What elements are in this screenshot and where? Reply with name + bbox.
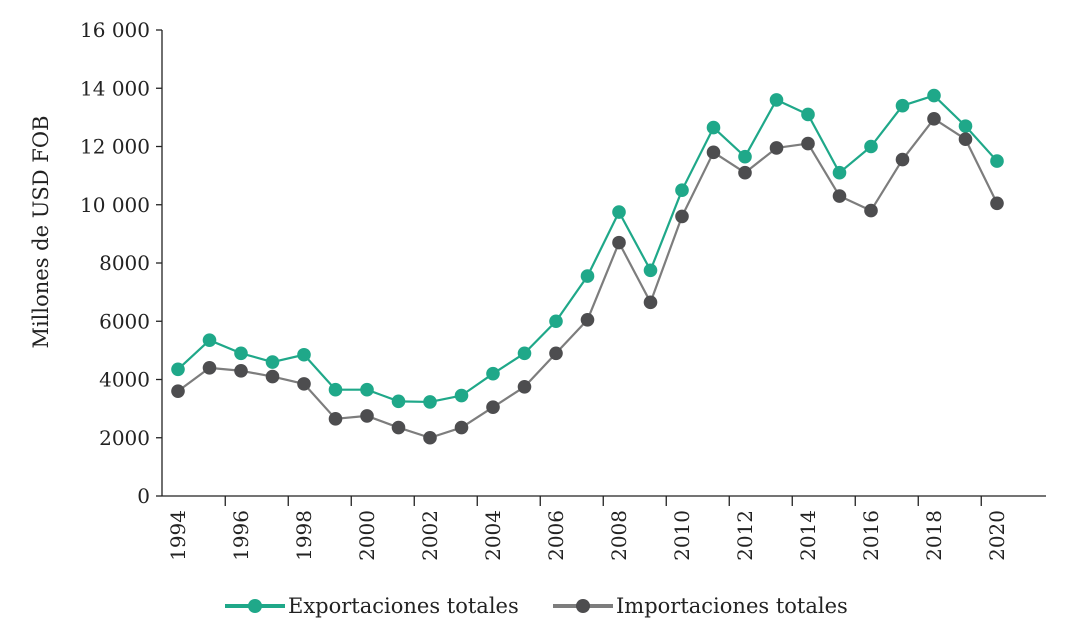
y-tick-label: 6000 — [99, 309, 150, 333]
x-tick-label: 2008 — [607, 510, 631, 561]
data-point-importaciones-totales — [769, 141, 784, 155]
x-tick-label: 2014 — [796, 510, 820, 561]
data-point-importaciones-totales — [454, 420, 469, 435]
data-point-exportaciones-totales — [738, 149, 752, 164]
y-tick-label: 0 — [137, 484, 150, 508]
data-point-exportaciones-totales — [297, 347, 311, 362]
data-point-exportaciones-totales — [832, 165, 847, 180]
data-point-exportaciones-totales — [486, 366, 500, 381]
data-point-importaciones-totales — [202, 361, 217, 375]
x-tick-label: 2018 — [922, 510, 946, 561]
y-tick-label: 10 000 — [80, 193, 150, 217]
data-point-importaciones-totales — [864, 203, 878, 218]
x-axis-ticks: 1994 1996 1998 2000 2002 2004 2006 2008 2010 2012… — [166, 496, 1009, 561]
legend-label: Exportaciones totales — [288, 594, 519, 618]
data-point-importaciones-totales — [706, 145, 721, 160]
data-point-importaciones-totales — [738, 165, 752, 180]
data-point-exportaciones-totales — [675, 183, 689, 197]
x-tick-label: 2010 — [670, 510, 694, 561]
data-point-exportaciones-totales — [927, 88, 941, 103]
data-point-importaciones-totales — [265, 369, 280, 384]
y-tick-label: 12 000 — [80, 135, 150, 159]
data-point-exportaciones-totales — [612, 205, 626, 219]
x-tick-label: 2002 — [418, 510, 442, 561]
data-point-importaciones-totales — [517, 379, 532, 394]
data-point-importaciones-totales — [612, 235, 626, 250]
data-point-importaciones-totales — [171, 384, 185, 398]
series-layer — [171, 88, 1004, 445]
data-point-importaciones-totales — [801, 136, 815, 151]
y-tick-label: 2000 — [99, 426, 150, 450]
x-tick-label: 2012 — [733, 510, 757, 561]
data-point-exportaciones-totales — [517, 346, 532, 361]
legend-label: Importaciones totales — [616, 594, 848, 618]
legend-item-exportaciones-totales: Exportaciones totales — [225, 594, 519, 618]
x-tick-label: 1996 — [229, 510, 253, 561]
data-point-exportaciones-totales — [580, 269, 595, 283]
y-tick-label: 14 000 — [80, 76, 150, 100]
data-point-exportaciones-totales — [895, 98, 910, 113]
legend-swatch-marker — [576, 599, 590, 613]
data-point-exportaciones-totales — [801, 107, 815, 122]
data-point-importaciones-totales — [580, 312, 595, 327]
x-tick-label: 2006 — [544, 510, 568, 561]
x-tick-label: 2004 — [481, 510, 505, 561]
y-tick-label: 16 000 — [80, 18, 150, 42]
data-point-importaciones-totales — [486, 400, 500, 414]
x-tick-label: 2016 — [859, 510, 883, 561]
x-tick-label: 1994 — [166, 510, 190, 561]
data-point-exportaciones-totales — [423, 395, 437, 409]
x-tick-label: 2020 — [985, 510, 1009, 561]
data-point-exportaciones-totales — [171, 362, 185, 377]
y-tick-label: 8000 — [99, 251, 150, 275]
x-tick-label: 2000 — [355, 510, 379, 561]
data-point-exportaciones-totales — [391, 394, 406, 409]
data-point-exportaciones-totales — [864, 139, 878, 154]
data-point-importaciones-totales — [643, 295, 658, 310]
data-point-exportaciones-totales — [454, 388, 469, 403]
data-point-importaciones-totales — [895, 152, 910, 167]
data-point-exportaciones-totales — [990, 154, 1004, 168]
data-point-importaciones-totales — [927, 112, 941, 126]
data-point-importaciones-totales — [958, 132, 973, 147]
axes — [161, 30, 1046, 497]
series-exportaciones-totales — [171, 88, 1004, 409]
data-point-exportaciones-totales — [234, 346, 248, 361]
series-importaciones-totales — [171, 112, 1004, 445]
y-axis-title-group: Millones de USD FOB — [29, 115, 53, 348]
data-point-exportaciones-totales — [958, 119, 973, 133]
data-point-importaciones-totales — [328, 412, 343, 426]
data-point-importaciones-totales — [675, 209, 689, 224]
data-point-importaciones-totales — [391, 420, 406, 435]
data-point-importaciones-totales — [549, 346, 563, 361]
y-axis-ticks: 0 2000 4000 6000 8000 10 000 12 000 14 000 16 00… — [80, 18, 162, 508]
x-tick-label: 1998 — [292, 510, 316, 561]
data-point-importaciones-totales — [832, 189, 847, 203]
data-point-importaciones-totales — [360, 409, 374, 423]
data-point-exportaciones-totales — [202, 333, 217, 347]
legend-item-importaciones-totales: Importaciones totales — [553, 594, 848, 618]
data-point-exportaciones-totales — [328, 382, 343, 397]
data-point-exportaciones-totales — [706, 120, 721, 135]
y-axis-title: Millones de USD FOB — [29, 115, 53, 348]
legend: Exportaciones totales Importaciones total… — [225, 594, 848, 618]
y-tick-label: 4000 — [99, 368, 150, 392]
legend-swatch-marker — [248, 599, 262, 613]
data-point-importaciones-totales — [234, 363, 248, 378]
data-point-importaciones-totales — [423, 430, 437, 445]
data-point-importaciones-totales — [990, 196, 1004, 211]
data-point-exportaciones-totales — [549, 314, 563, 329]
data-point-exportaciones-totales — [769, 93, 784, 107]
data-point-importaciones-totales — [297, 377, 311, 391]
data-point-exportaciones-totales — [643, 263, 658, 278]
data-point-exportaciones-totales — [265, 355, 280, 369]
data-point-exportaciones-totales — [360, 382, 374, 397]
